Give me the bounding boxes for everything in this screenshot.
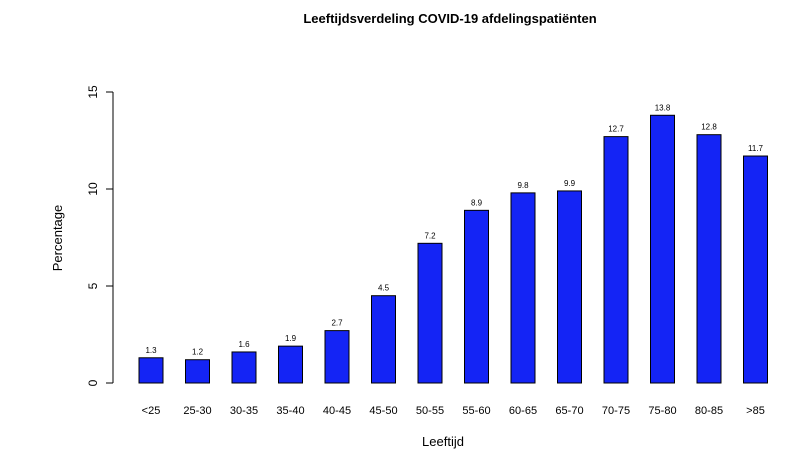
x-tick-label: <25	[142, 405, 161, 417]
data-label: 7.2	[424, 231, 436, 240]
x-tick-label: 30-35	[230, 405, 258, 417]
bar	[185, 359, 210, 384]
bar	[464, 209, 489, 384]
bar	[510, 192, 536, 384]
bar	[138, 357, 164, 384]
data-label: 1.2	[192, 348, 204, 357]
data-label: 1.9	[285, 334, 297, 343]
x-tick-label: 40-45	[323, 405, 351, 417]
bar	[324, 330, 350, 384]
y-tick-label: 5	[86, 282, 100, 289]
data-label: 12.7	[608, 125, 624, 134]
x-tick-label: >85	[746, 405, 765, 417]
x-tick-label: 55-60	[462, 405, 490, 417]
data-label: 4.5	[378, 284, 390, 293]
data-label: 12.8	[701, 123, 717, 132]
bar	[557, 190, 582, 384]
x-tick-label: 80-85	[695, 405, 723, 417]
chart-title: Leeftijdsverdeling COVID-19 afdelingspat…	[303, 11, 596, 26]
y-axis-label: Percentage	[50, 205, 65, 272]
x-tick-label: 65-70	[555, 405, 583, 417]
x-tick-label: 35-40	[276, 405, 304, 417]
data-label: 2.7	[331, 319, 343, 328]
bars: 1.3 <25 1.2 25-30 1.6 30-35 1.9 35-40 2.7 40-45 4.…	[138, 103, 768, 417]
bar	[603, 136, 629, 384]
x-tick-label: 60-65	[509, 405, 537, 417]
data-label: 9.9	[564, 179, 576, 188]
data-label: 13.8	[655, 103, 671, 112]
x-tick-label: 45-50	[369, 405, 397, 417]
x-tick-label: 70-75	[602, 405, 630, 417]
data-label: 9.8	[517, 181, 529, 190]
y-tick-label: 15	[86, 85, 100, 99]
x-tick-label: 50-55	[416, 405, 444, 417]
bar	[231, 351, 257, 384]
bar	[371, 295, 396, 384]
bar	[278, 345, 303, 384]
x-tick-label: 25-30	[183, 405, 211, 417]
bar	[743, 155, 768, 384]
bar	[696, 134, 722, 384]
y-tick-label: 0	[86, 379, 100, 386]
data-label: 1.3	[145, 346, 157, 355]
data-label: 1.6	[238, 340, 250, 349]
x-tick-label: 75-80	[648, 405, 676, 417]
data-label: 8.9	[471, 198, 483, 207]
y-tick-label: 10	[86, 182, 100, 196]
data-label: 11.7	[748, 144, 764, 153]
y-axis: 0 5 10 15	[86, 85, 114, 386]
x-axis-label: Leeftijd	[422, 434, 464, 449]
bar	[650, 114, 675, 384]
bar	[417, 242, 443, 384]
